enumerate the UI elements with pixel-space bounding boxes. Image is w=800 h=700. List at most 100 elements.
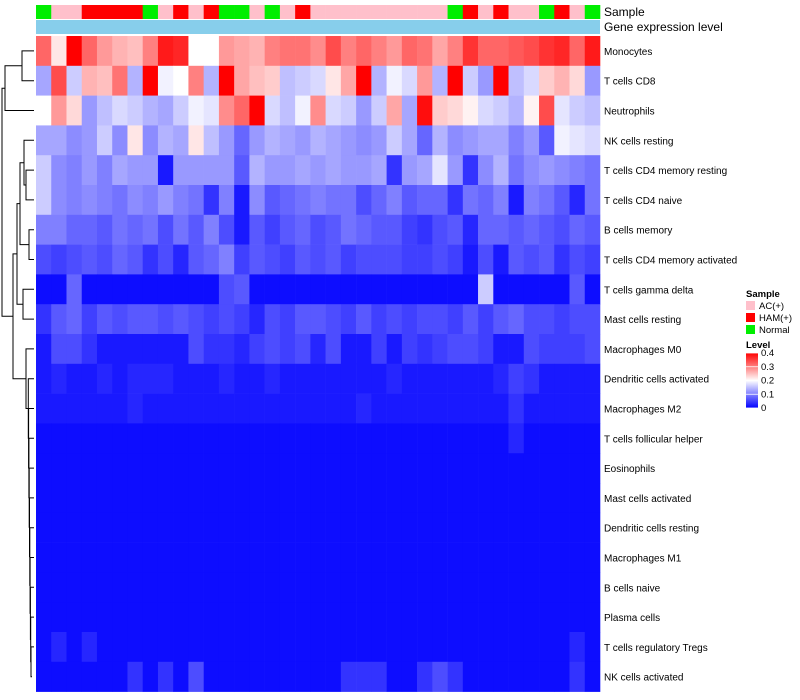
heatmap-cell [96, 304, 113, 335]
heatmap-cell [96, 483, 113, 514]
heatmap-cell [36, 334, 52, 365]
legend-swatch-ham [746, 313, 755, 322]
heatmap-cell [112, 453, 128, 484]
heatmap-cell [340, 542, 357, 573]
heatmap-cell [157, 334, 174, 365]
heatmap-cell [203, 572, 220, 603]
heatmap-cell [234, 185, 250, 216]
heatmap-cell [401, 155, 418, 186]
heatmap-cell [371, 602, 387, 633]
heatmap-cell [462, 512, 479, 543]
heatmap-cell [508, 274, 525, 305]
heatmap-cell [188, 453, 204, 484]
heatmap-cell [203, 125, 220, 156]
heatmap-cell [432, 512, 448, 543]
heatmap-cell [310, 393, 326, 424]
heatmap-cell [96, 95, 113, 126]
heatmap-cell [325, 602, 342, 633]
heatmap-cell [203, 602, 220, 633]
heatmap-cell [279, 65, 296, 96]
heatmap-cell [401, 304, 418, 335]
heatmap-cell [112, 423, 128, 454]
sample-cell [234, 5, 250, 19]
heatmap-cell [173, 125, 189, 156]
heatmap-cell [325, 423, 342, 454]
heatmap-cell [36, 65, 52, 96]
heatmap-cell [310, 36, 326, 67]
heatmap-cell [432, 65, 448, 96]
heatmap-cell [218, 274, 235, 305]
heatmap-cell [173, 453, 189, 484]
heatmap-cell [401, 214, 418, 245]
heatmap-cell [188, 125, 204, 156]
heatmap-cell [279, 125, 296, 156]
heatmap-cell [173, 36, 189, 67]
heatmap-cell [356, 572, 372, 603]
heatmap-cell [386, 274, 403, 305]
heatmap-cell [554, 65, 570, 96]
heatmap-cell [356, 363, 372, 394]
heatmap-cell [249, 155, 265, 186]
heatmap-cell [96, 453, 113, 484]
heatmap-cell [249, 334, 265, 365]
heatmap-cell [340, 274, 357, 305]
heatmap-cell [142, 155, 159, 186]
heatmap-cell [447, 483, 464, 514]
heatmap-cell [173, 244, 189, 275]
heatmap-cell [523, 125, 540, 156]
heatmap-cell [584, 304, 601, 335]
heatmap-cell [279, 453, 296, 484]
heatmap-cell [478, 125, 494, 156]
heatmap-cell [539, 334, 555, 365]
heatmap-cell [447, 244, 464, 275]
heatmap-cell [310, 274, 326, 305]
heatmap-cell [142, 185, 159, 216]
legend-level-title: Level [746, 340, 770, 351]
heatmap-cell [554, 274, 570, 305]
heatmap-cell [356, 632, 372, 663]
heatmap-cell [157, 572, 174, 603]
heatmap-cell [36, 155, 52, 186]
heatmap-cell [188, 244, 204, 275]
heatmap-cell [508, 36, 525, 67]
sample-cell [569, 5, 586, 19]
heatmap-cell [279, 185, 296, 216]
row-label: T cells regulatory Tregs [604, 643, 708, 654]
heatmap-cell [569, 393, 586, 424]
heatmap-cell [203, 36, 220, 67]
heatmap-cell [81, 602, 98, 633]
heatmap-cell [584, 214, 601, 245]
heatmap-cell [264, 393, 281, 424]
heatmap-cell [249, 393, 265, 424]
heatmap-cell [401, 393, 418, 424]
heatmap-cell [36, 572, 52, 603]
heatmap-cell [371, 65, 387, 96]
heatmap-cell [554, 304, 570, 335]
heatmap-cell [478, 661, 494, 692]
heatmap-cell [188, 572, 204, 603]
heatmap-cell [417, 214, 433, 245]
heatmap-cell [539, 572, 555, 603]
heatmap-cell [249, 65, 265, 96]
heatmap-cell [127, 65, 143, 96]
heatmap-cell [142, 602, 159, 633]
heatmap-cell [203, 393, 220, 424]
sample-cell [447, 5, 464, 19]
heatmap-cell [325, 542, 342, 573]
heatmap-cell [36, 512, 52, 543]
heatmap-cell [157, 542, 174, 573]
heatmap-cell [371, 334, 387, 365]
heatmap-cell [81, 512, 98, 543]
heatmap-cell [386, 244, 403, 275]
dendrogram-branch [1, 87, 13, 317]
heatmap-cell [81, 334, 98, 365]
heatmap-cell [356, 542, 372, 573]
heatmap-cell [401, 36, 418, 67]
heatmap-cell [478, 632, 494, 663]
heatmap-cell [371, 393, 387, 424]
heatmap-cell [295, 393, 311, 424]
heatmap-cell [325, 125, 342, 156]
heatmap-cell [539, 423, 555, 454]
heatmap-cell [371, 453, 387, 484]
heatmap-cell [203, 65, 220, 96]
